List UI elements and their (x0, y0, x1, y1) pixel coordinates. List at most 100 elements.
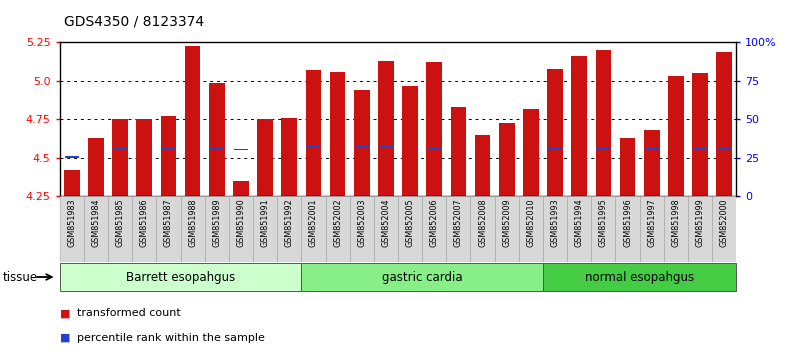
Text: GSM851996: GSM851996 (623, 199, 632, 247)
Text: GSM851991: GSM851991 (260, 199, 270, 247)
FancyBboxPatch shape (640, 196, 664, 262)
FancyBboxPatch shape (664, 196, 688, 262)
FancyBboxPatch shape (84, 196, 108, 262)
FancyBboxPatch shape (615, 196, 640, 262)
Text: GSM851995: GSM851995 (599, 199, 608, 247)
Bar (547, 69, 563, 196)
Bar (161, 116, 176, 196)
Text: GSM851985: GSM851985 (115, 199, 125, 247)
FancyBboxPatch shape (519, 196, 543, 262)
Text: GSM851983: GSM851983 (68, 199, 76, 247)
Bar (595, 50, 611, 196)
Text: GSM851997: GSM851997 (647, 199, 656, 247)
FancyBboxPatch shape (712, 196, 736, 262)
Text: transformed count: transformed count (77, 308, 181, 318)
FancyBboxPatch shape (326, 196, 349, 262)
Text: GSM851987: GSM851987 (164, 199, 173, 247)
Text: GSM852002: GSM852002 (333, 199, 342, 247)
Bar (475, 149, 490, 150)
Text: GSM852007: GSM852007 (454, 199, 463, 247)
Bar (283, 149, 296, 150)
Bar (355, 147, 369, 148)
FancyBboxPatch shape (374, 196, 398, 262)
Text: GSM851988: GSM851988 (188, 199, 197, 247)
Text: GSM851994: GSM851994 (575, 199, 583, 247)
Bar (88, 138, 103, 196)
Text: GSM852000: GSM852000 (720, 199, 728, 247)
Bar (136, 120, 152, 196)
Bar (234, 149, 248, 150)
FancyBboxPatch shape (181, 196, 205, 262)
FancyBboxPatch shape (591, 196, 615, 262)
Bar (499, 122, 514, 196)
Text: GSM851992: GSM851992 (285, 199, 294, 247)
Text: GSM852004: GSM852004 (381, 199, 390, 247)
Bar (64, 170, 80, 196)
Bar (306, 147, 321, 148)
Bar (162, 148, 175, 149)
FancyBboxPatch shape (156, 196, 181, 262)
Bar (500, 149, 513, 150)
Bar (89, 149, 103, 150)
Text: GSM852010: GSM852010 (526, 199, 536, 247)
Bar (548, 148, 562, 149)
FancyBboxPatch shape (567, 196, 591, 262)
FancyBboxPatch shape (60, 196, 84, 262)
Bar (645, 148, 659, 149)
Text: GSM851989: GSM851989 (213, 199, 221, 247)
Bar (451, 149, 466, 150)
Bar (330, 149, 345, 150)
FancyBboxPatch shape (132, 196, 156, 262)
Text: ■: ■ (60, 308, 70, 318)
Text: Barrett esopahgus: Barrett esopahgus (126, 270, 235, 284)
Bar (620, 138, 635, 196)
Bar (669, 149, 683, 150)
Bar (523, 109, 539, 196)
Text: GSM851990: GSM851990 (236, 199, 245, 247)
Bar (572, 56, 587, 196)
FancyBboxPatch shape (543, 263, 736, 291)
FancyBboxPatch shape (398, 196, 422, 262)
Bar (306, 70, 322, 196)
Text: GSM852003: GSM852003 (357, 199, 366, 247)
Text: tissue: tissue (2, 270, 37, 284)
Bar (644, 130, 660, 196)
Bar (330, 72, 345, 196)
FancyBboxPatch shape (349, 196, 374, 262)
Bar (403, 149, 417, 150)
FancyBboxPatch shape (494, 196, 519, 262)
Text: GSM852001: GSM852001 (309, 199, 318, 247)
Bar (427, 63, 442, 196)
Text: gastric cardia: gastric cardia (382, 270, 462, 284)
FancyBboxPatch shape (422, 196, 447, 262)
Text: percentile rank within the sample: percentile rank within the sample (77, 333, 265, 343)
Bar (185, 149, 200, 150)
Bar (258, 149, 272, 150)
Bar (354, 90, 369, 196)
Bar (113, 148, 127, 149)
FancyBboxPatch shape (60, 263, 302, 291)
Bar (524, 149, 538, 150)
Bar (427, 148, 441, 149)
Bar (693, 148, 707, 149)
Bar (572, 149, 587, 150)
Text: GSM851986: GSM851986 (140, 199, 149, 247)
Bar (233, 181, 249, 196)
Text: ■: ■ (60, 333, 70, 343)
Text: GSM852006: GSM852006 (430, 199, 439, 247)
FancyBboxPatch shape (302, 263, 543, 291)
Text: normal esopahgus: normal esopahgus (585, 270, 694, 284)
FancyBboxPatch shape (543, 196, 567, 262)
Text: GSM851984: GSM851984 (92, 199, 100, 247)
Bar (112, 120, 128, 196)
FancyBboxPatch shape (447, 196, 470, 262)
Text: GDS4350 / 8123374: GDS4350 / 8123374 (64, 14, 204, 28)
FancyBboxPatch shape (302, 196, 326, 262)
Text: GSM851999: GSM851999 (696, 199, 704, 247)
Bar (137, 149, 151, 150)
Bar (402, 86, 418, 196)
Text: GSM852008: GSM852008 (478, 199, 487, 247)
Text: GSM852009: GSM852009 (502, 199, 511, 247)
Bar (185, 46, 201, 196)
Bar (378, 61, 394, 196)
